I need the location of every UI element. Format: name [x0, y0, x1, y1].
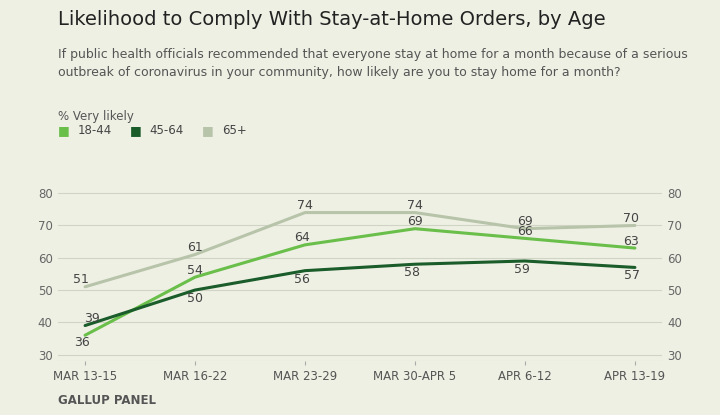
Text: 56: 56 [294, 273, 310, 286]
Text: 39: 39 [84, 312, 100, 325]
Text: % Very likely: % Very likely [58, 110, 133, 123]
Text: 70: 70 [623, 212, 639, 225]
Text: 57: 57 [624, 269, 640, 282]
Text: 59: 59 [514, 263, 530, 276]
Text: 54: 54 [187, 264, 203, 277]
Text: 18-44: 18-44 [78, 124, 112, 137]
Text: 50: 50 [187, 292, 203, 305]
Text: Likelihood to Comply With Stay-at-Home Orders, by Age: Likelihood to Comply With Stay-at-Home O… [58, 10, 606, 29]
Text: 69: 69 [517, 215, 533, 228]
Text: 58: 58 [404, 266, 420, 279]
Text: 66: 66 [517, 225, 533, 238]
Text: GALLUP PANEL: GALLUP PANEL [58, 394, 156, 407]
Text: 63: 63 [623, 234, 639, 248]
Text: 74: 74 [407, 199, 423, 212]
Text: 45-64: 45-64 [150, 124, 184, 137]
Text: ■: ■ [130, 124, 141, 137]
Text: 65+: 65+ [222, 124, 246, 137]
Text: 74: 74 [297, 199, 313, 212]
Text: 36: 36 [74, 336, 90, 349]
Text: 64: 64 [294, 232, 310, 244]
Text: If public health officials recommended that everyone stay at home for a month be: If public health officials recommended t… [58, 48, 688, 79]
Text: 51: 51 [73, 273, 89, 286]
Text: 69: 69 [407, 215, 423, 228]
Text: ■: ■ [202, 124, 213, 137]
Text: ■: ■ [58, 124, 69, 137]
Text: 61: 61 [187, 241, 203, 254]
